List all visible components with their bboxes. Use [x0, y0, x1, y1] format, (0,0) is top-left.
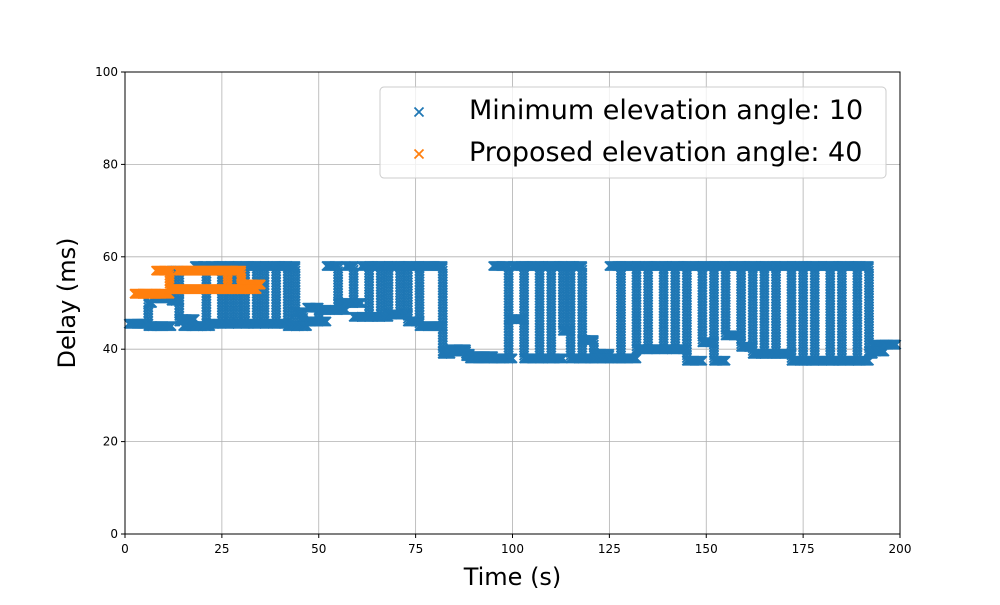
y-tick-label: 0: [110, 527, 118, 541]
x-tick-label: 0: [121, 542, 129, 556]
legend-label-minimum-elevation: Minimum elevation angle: 10: [469, 95, 863, 126]
y-tick-label: 40: [103, 342, 118, 356]
x-tick-label: 75: [408, 542, 423, 556]
y-tick-label: 100: [95, 65, 118, 79]
y-tick-label: 60: [103, 250, 118, 264]
y-axis-title: Delay (ms): [53, 237, 81, 368]
x-tick-label: 200: [889, 542, 912, 556]
legend-label-proposed-elevation: Proposed elevation angle: 40: [469, 137, 862, 168]
legend: Minimum elevation angle: 10 Proposed ele…: [380, 87, 886, 178]
x-tick-label: 100: [501, 542, 524, 556]
y-tick-label: 20: [103, 435, 118, 449]
x-tick-label: 125: [598, 542, 621, 556]
x-tick-label: 25: [214, 542, 229, 556]
x-axis-title: Time (s): [463, 563, 562, 591]
x-tick-label: 50: [311, 542, 326, 556]
y-tick-label: 80: [103, 157, 118, 171]
x-tick-label: 175: [792, 542, 815, 556]
x-tick-label: 150: [695, 542, 718, 556]
